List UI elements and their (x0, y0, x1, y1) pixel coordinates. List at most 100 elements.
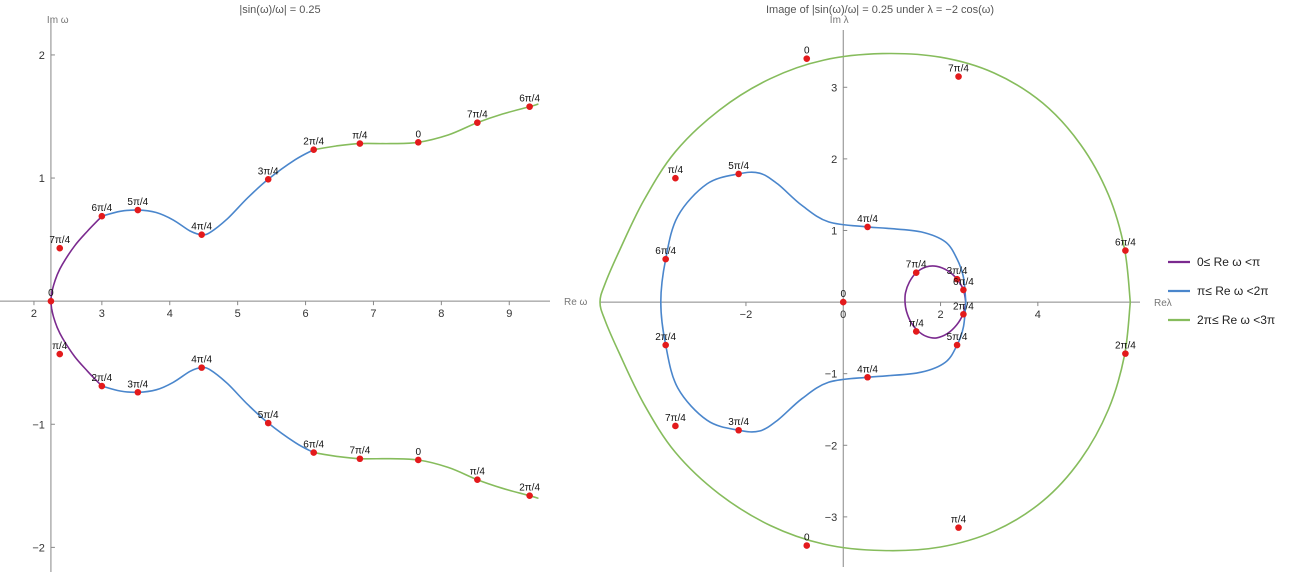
left-x-tick-label: 5 (235, 308, 241, 320)
left-point-label: π/4 (52, 341, 68, 352)
left-point-label: 2π/4 (91, 373, 112, 384)
left-point-label: 7π/4 (49, 235, 70, 246)
left-point-label: 2π/4 (519, 483, 540, 494)
right-marker (864, 373, 871, 381)
right-marker (672, 422, 679, 430)
left-x-tick-label: 8 (438, 308, 444, 320)
right-point-label: 4π/4 (857, 214, 878, 225)
right-marker (735, 170, 742, 178)
left-marker (264, 419, 272, 427)
left-y-axis-label: Im ω (47, 15, 69, 26)
legend: 0≤ Re ω <π π≤ Re ω <2π 2π≤ Re ω <3π (1168, 255, 1275, 327)
right-marker (960, 310, 967, 318)
left-point-label: 6π/4 (519, 94, 540, 105)
left-x-tick-label: 2 (31, 308, 37, 320)
right-curve-86bc5c (599, 52, 1132, 552)
right-panel: Image of |sin(ω)/ω| = 0.25 under λ = −2 … (599, 4, 1172, 567)
right-y-tick-label: 3 (831, 82, 837, 94)
left-marker (474, 476, 481, 483)
right-marker (803, 55, 811, 62)
left-x-tick-label: 3 (99, 308, 105, 320)
left-marker (526, 492, 533, 499)
right-x-tick-label: −2 (740, 309, 753, 321)
left-point-label: 0 (415, 129, 421, 140)
right-marker (839, 298, 847, 306)
right-marker (955, 524, 962, 531)
right-y-tick-label: −1 (825, 369, 838, 381)
right-marker (1122, 247, 1129, 254)
left-point-label: π/4 (352, 131, 368, 142)
left-point-label: 5π/4 (127, 197, 148, 208)
left-curve-lower-7b2a8f (50, 300, 103, 387)
left-marker (310, 449, 318, 456)
left-marker (47, 297, 55, 305)
right-point-label: 7π/4 (948, 64, 969, 75)
left-curve-7b2a8f (50, 215, 103, 302)
left-point-label: π/4 (470, 467, 486, 478)
left-y-tick-label: 2 (39, 50, 45, 62)
left-y-tick-label: −1 (32, 419, 45, 431)
left-x-tick-label: 9 (506, 308, 512, 320)
right-curve-7b2a8f (904, 265, 967, 339)
right-point-label: 3π/4 (947, 266, 968, 277)
left-point-label: 4π/4 (191, 222, 212, 233)
right-point-label: 0 (804, 533, 810, 544)
right-marker (864, 223, 871, 231)
left-x-axis-label: Re ω (564, 297, 588, 308)
left-curve-lower-86bc5c (312, 451, 539, 499)
right-marker (662, 341, 669, 349)
left-x-tick-label: 4 (167, 308, 173, 320)
right-point-label: 0 (804, 46, 810, 57)
left-marker (198, 364, 205, 371)
right-point-label: 7π/4 (906, 260, 927, 271)
right-y-tick-label: 2 (831, 154, 837, 166)
left-point-label: 6π/4 (91, 203, 112, 214)
right-point-label: 6π/4 (953, 277, 974, 288)
right-x-tick-label: 4 (1035, 309, 1041, 321)
right-x-tick-label: 0 (840, 309, 846, 321)
right-point-label: π/4 (668, 165, 684, 176)
right-y-tick-label: −2 (825, 440, 838, 452)
right-panel-title: Image of |sin(ω)/ω| = 0.25 under λ = −2 … (766, 4, 994, 16)
left-point-label: 5π/4 (258, 410, 279, 421)
left-point-label: 4π/4 (191, 355, 212, 366)
left-marker (134, 206, 142, 214)
left-marker (356, 140, 364, 147)
left-marker (264, 175, 272, 183)
left-marker (356, 455, 364, 463)
right-point-label: 7π/4 (665, 413, 686, 424)
legend-label-green: 2π≤ Re ω <3π (1197, 313, 1275, 327)
right-marker (953, 275, 961, 283)
left-marker (56, 350, 64, 358)
left-point-label: 3π/4 (127, 379, 148, 390)
legend-label-blue: π≤ Re ω <2π (1197, 284, 1269, 298)
left-marker (198, 231, 205, 238)
left-y-tick-label: 1 (39, 173, 45, 185)
left-marker (134, 388, 142, 396)
left-marker (414, 456, 422, 464)
left-marker (98, 382, 106, 390)
right-marker (662, 255, 669, 263)
left-point-label: 6π/4 (303, 440, 324, 451)
right-marker (912, 328, 920, 335)
left-marker (310, 146, 318, 154)
right-marker (953, 341, 961, 349)
left-curve-86bc5c (312, 103, 539, 151)
left-marker (56, 244, 64, 252)
right-marker (955, 73, 962, 80)
right-marker (803, 542, 811, 549)
right-point-label: 6π/4 (1115, 238, 1136, 249)
right-point-label: π/4 (909, 318, 925, 329)
left-point-label: 0 (415, 447, 421, 458)
right-point-label: 5π/4 (728, 161, 749, 172)
right-point-label: 4π/4 (857, 364, 878, 375)
legend-label-purple: 0≤ Re ω <π (1197, 255, 1260, 269)
left-panel-title: |sin(ω)/ω| = 0.25 (239, 4, 320, 16)
right-marker (1122, 350, 1129, 357)
right-x-tick-label: 2 (937, 309, 943, 321)
right-point-label: 2π/4 (1115, 341, 1136, 352)
left-point-label: 3π/4 (258, 166, 279, 177)
right-curve-4a86cc (660, 171, 967, 433)
right-marker (912, 269, 920, 277)
